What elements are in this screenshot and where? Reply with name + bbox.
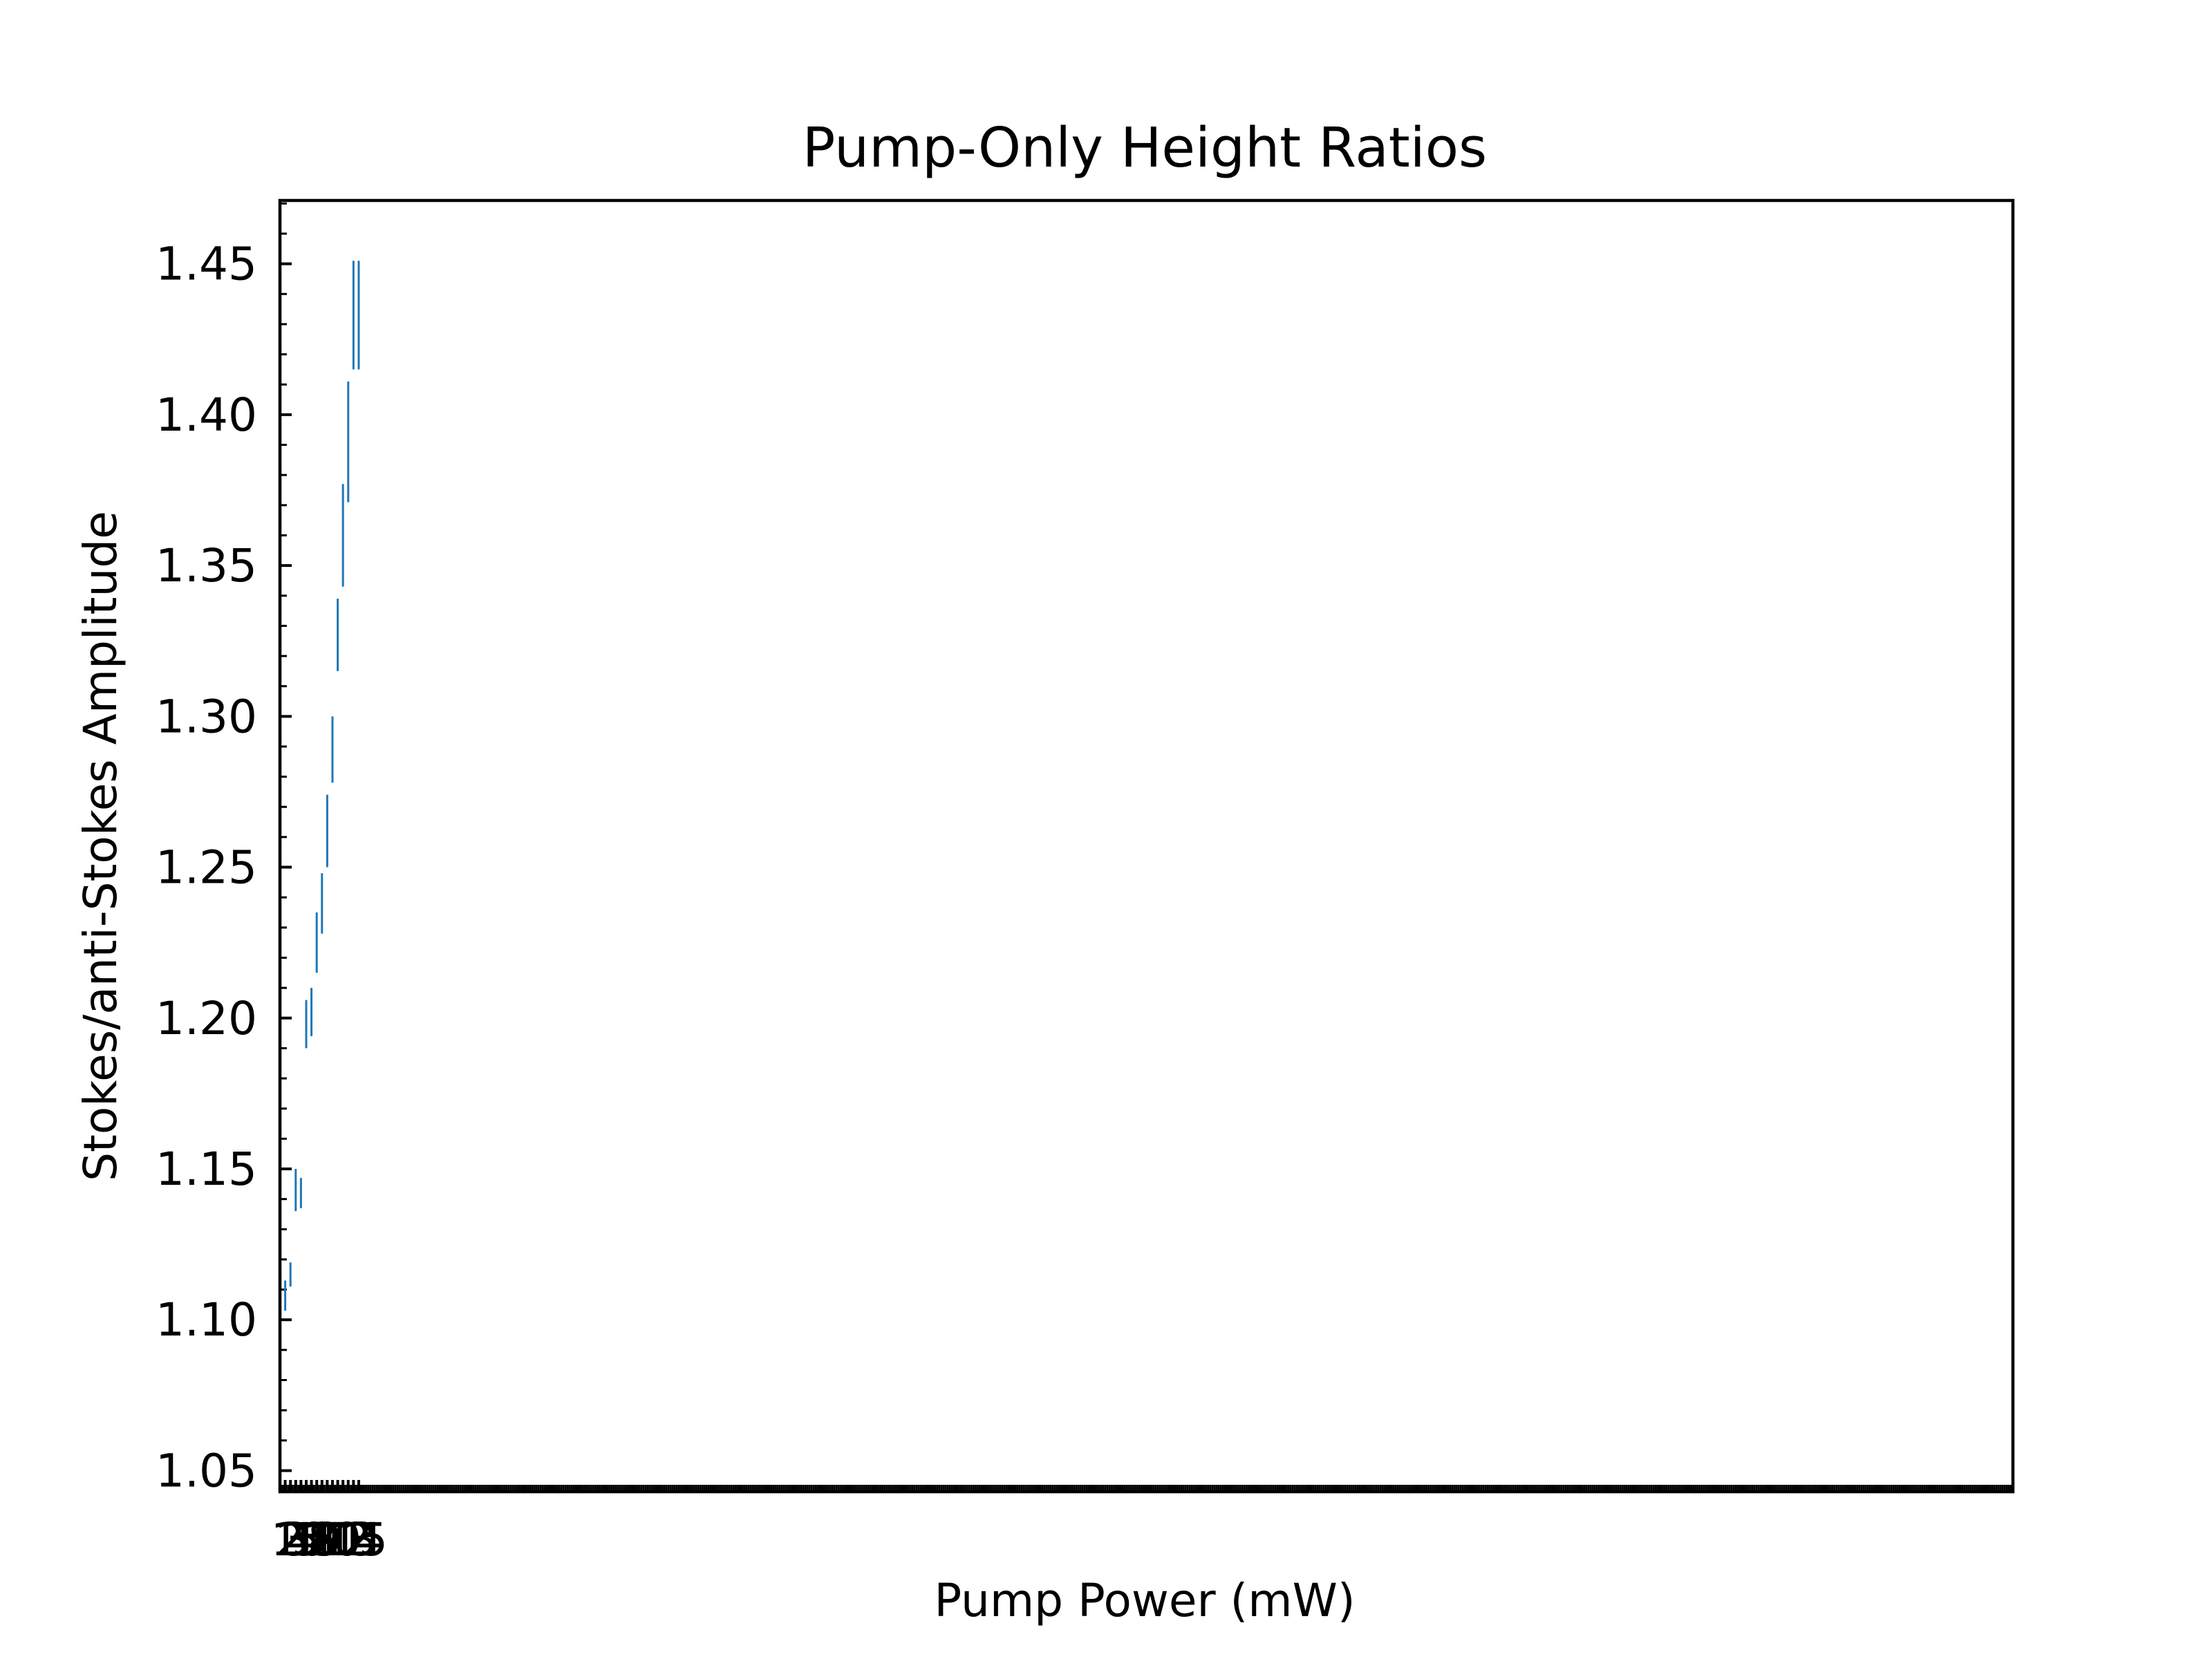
y-tick-label: 1.30 (156, 690, 257, 743)
y-tick-label: 1.20 (156, 992, 257, 1045)
y-axis-ticks: 1.05 1.10 1.15 1.20 1.25 1.30 1.35 1.40 1.45 (156, 238, 292, 1497)
x-tick-label: 9 (312, 1513, 341, 1566)
error-bar-series (284, 261, 360, 1311)
chart-title: Pump-Only Height Ratios (803, 116, 1487, 180)
x-tick-label: 4 (286, 1513, 315, 1566)
x-tick-label: 3 (281, 1513, 310, 1566)
x-tick-label: 8 (308, 1513, 337, 1566)
x-tick-label: 6 (297, 1513, 326, 1566)
y-tick-label: 1.15 (156, 1143, 257, 1196)
x-tick-label: 13 (319, 1513, 377, 1566)
y-tick-label: 1.40 (156, 388, 257, 442)
x-tick-label: 5 (292, 1513, 321, 1566)
y-tick-label: 1.45 (156, 238, 257, 291)
y-tick-label: 1.25 (156, 841, 257, 894)
y-tick-label: 1.05 (156, 1444, 257, 1497)
y-tick-label: 1.35 (156, 539, 257, 592)
x-tick-label: 11 (309, 1513, 367, 1566)
x-tick-label: 14 (324, 1513, 382, 1566)
x-tick-label: 15 (330, 1513, 388, 1566)
x-axis-label: Pump Power (mW) (934, 1574, 1355, 1627)
y-tick-label: 1.10 (156, 1293, 257, 1347)
x-tick-label: 7 (302, 1513, 331, 1566)
x-tick-label: 1 (271, 1513, 300, 1566)
x-tick-label: 2 (276, 1513, 305, 1566)
y-axis-label: Stokes/anti-Stokes Amplitude (74, 511, 127, 1181)
x-tick-label: 10 (303, 1513, 362, 1566)
plot-frame (278, 198, 2015, 1494)
x-tick-label: 12 (314, 1513, 372, 1566)
